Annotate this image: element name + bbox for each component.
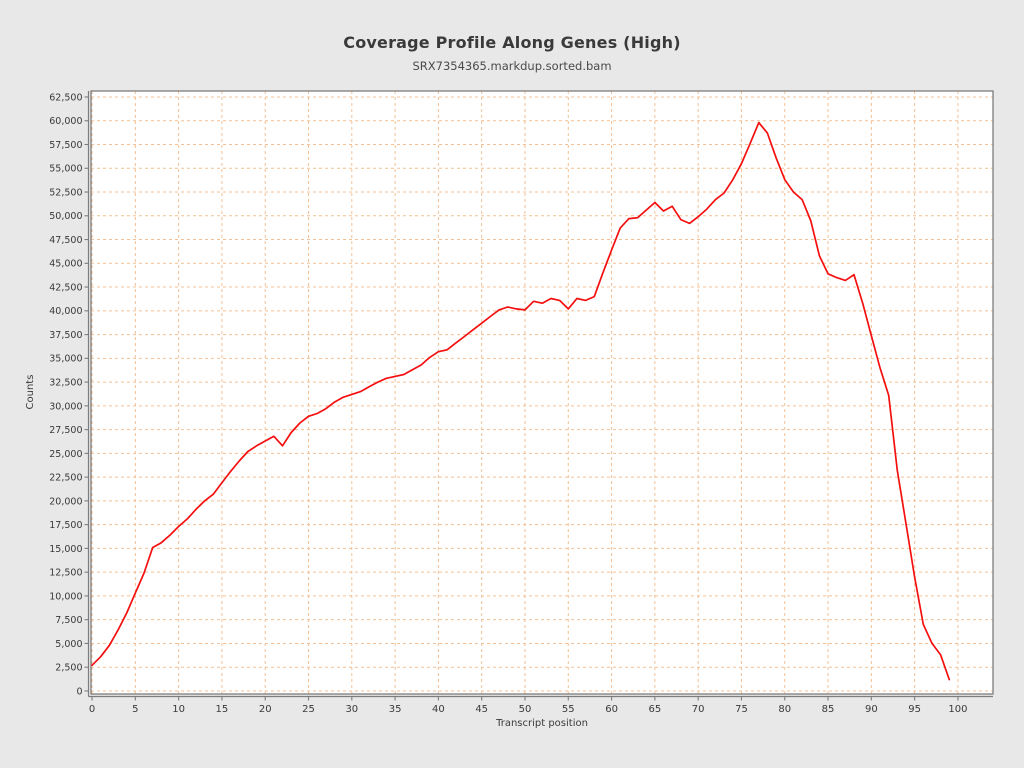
x-tick-label: 55 [562, 704, 575, 715]
x-tick-label: 80 [778, 704, 791, 715]
y-tick-label: 60,000 [49, 116, 82, 127]
y-tick-label: 40,000 [49, 306, 82, 317]
tick-labels: 0 2,500 5,000 7,500 10,000 12,500 15,000 17,500… [49, 92, 967, 715]
y-tick-label: 57,500 [49, 140, 82, 151]
x-tick-label: 70 [692, 704, 705, 715]
y-tick-label: 45,000 [49, 259, 82, 270]
y-tick-label: 55,000 [49, 164, 82, 175]
y-tick-label: 62,500 [49, 92, 82, 103]
y-tick-label: 15,000 [49, 544, 82, 555]
x-tick-label: 10 [172, 704, 185, 715]
chart-title: Coverage Profile Along Genes (High) [343, 33, 681, 52]
y-tick-label: 30,000 [49, 401, 82, 412]
y-tick-label: 20,000 [49, 496, 82, 507]
x-tick-label: 40 [432, 704, 445, 715]
tick-marks [84, 96, 959, 701]
x-tick-label: 50 [519, 704, 532, 715]
x-tick-label: 20 [259, 704, 272, 715]
x-tick-label: 90 [865, 704, 878, 715]
x-tick-label: 35 [389, 704, 402, 715]
y-tick-label: 2,500 [55, 663, 82, 674]
y-tick-label: 0 [76, 686, 82, 697]
x-tick-label: 65 [649, 704, 662, 715]
gridlines [91, 91, 993, 694]
y-tick-label: 22,500 [49, 473, 82, 484]
y-tick-label: 25,000 [49, 449, 82, 460]
x-tick-label: 60 [605, 704, 618, 715]
y-tick-label: 27,500 [49, 425, 82, 436]
y-tick-label: 50,000 [49, 211, 82, 222]
x-tick-label: 30 [345, 704, 358, 715]
y-tick-label: 47,500 [49, 235, 82, 246]
x-tick-label: 75 [735, 704, 748, 715]
x-tick-label: 85 [822, 704, 835, 715]
series-line [91, 121, 951, 681]
y-tick-label: 35,000 [49, 354, 82, 365]
x-tick-label: 5 [132, 704, 138, 715]
x-tick-label: 95 [908, 704, 921, 715]
series-path-coverage [91, 121, 951, 681]
plot-border [90, 90, 994, 695]
y-tick-label: 42,500 [49, 282, 82, 293]
y-tick-label: 7,500 [55, 615, 82, 626]
plot-background [91, 91, 993, 694]
y-tick-label: 5,000 [55, 639, 82, 650]
x-tick-label: 100 [948, 704, 967, 715]
x-tick-label: 25 [302, 704, 315, 715]
x-tick-label: 0 [89, 704, 95, 715]
y-tick-label: 32,500 [49, 377, 82, 388]
y-tick-label: 52,500 [49, 187, 82, 198]
y-tick-label: 37,500 [49, 330, 82, 341]
x-axis-title: Transcript position [495, 718, 588, 729]
y-tick-label: 10,000 [49, 591, 82, 602]
y-axis-title: Counts [25, 375, 36, 410]
x-tick-label: 15 [216, 704, 229, 715]
chart-subtitle: SRX7354365.markdup.sorted.bam [412, 59, 612, 73]
y-tick-label: 17,500 [49, 520, 82, 531]
y-tick-label: 12,500 [49, 568, 82, 579]
x-tick-label: 45 [475, 704, 488, 715]
